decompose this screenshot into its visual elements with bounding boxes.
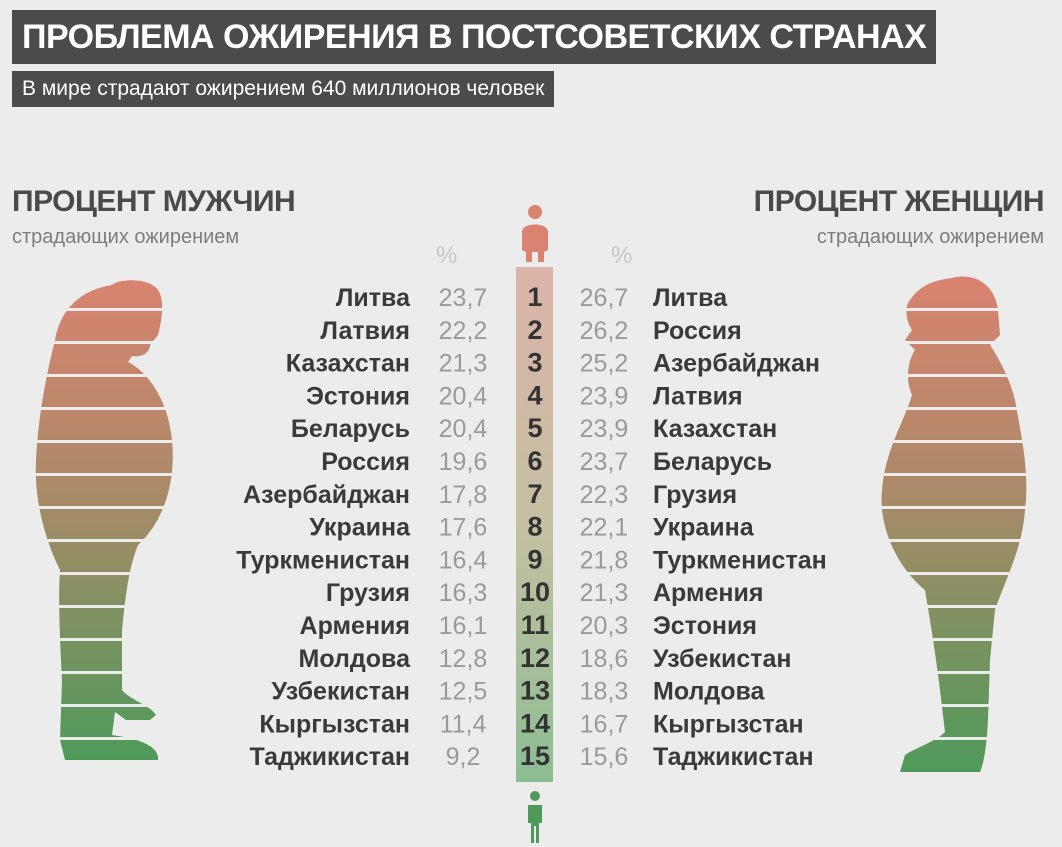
men-value-label: 12,5 [439,678,488,706]
women-country-label: Россия [653,317,742,345]
women-value-label: 26,2 [580,317,629,345]
women-value-label: 16,7 [580,710,629,738]
men-value-label: 16,3 [439,579,488,607]
women-heading: ПРОЦЕНТ ЖЕНЩИН [753,185,1045,218]
women-country-label: Литва [653,284,728,312]
men-country-label: Кыргызстан [259,710,410,738]
women-country-label: Армения [653,579,763,607]
men-country-label: Беларусь [291,415,410,443]
men-value-label: 9,2 [446,743,481,771]
rank-number: 2 [527,315,542,345]
rank-number: 4 [527,380,542,410]
obese-person-icon [522,205,548,262]
men-value-label: 17,6 [439,514,488,542]
women-value-label: 15,6 [580,743,629,771]
men-subheading: страдающих ожирением [12,226,240,248]
women-value-label: 23,7 [580,448,629,476]
men-heading: ПРОЦЕНТ МУЖЧИН [12,185,296,218]
women-value-label: 22,3 [580,481,629,509]
women-value-label: 18,3 [580,678,629,706]
women-country-label: Эстония [653,612,757,640]
rank-number: 8 [527,512,542,542]
women-value-label: 25,2 [580,350,629,378]
rank-number: 9 [527,544,542,574]
page-title: ПРОБЛЕМА ОЖИРЕНИЯ В ПОСТСОВЕТСКИХ СТРАНА… [12,10,937,64]
women-country-label: Латвия [653,382,743,410]
men-country-label: Казахстан [286,350,410,378]
women-value-label: 26,7 [580,284,629,312]
men-country-label: Латвия [320,317,410,345]
men-country-label: Молдова [299,645,412,673]
rank-number: 11 [521,610,550,640]
women-subheading: страдающих ожирением [816,226,1044,248]
men-country-label: Таджикистан [249,743,410,771]
men-country-label: Литва [336,284,411,312]
men-value-label: 23,7 [439,284,488,312]
women-country-label: Кыргызстан [653,710,804,738]
men-country-label: Армения [300,612,410,640]
woman-stripes [870,308,1040,740]
rank-number: 14 [520,708,550,738]
women-country-label: Таджикистан [653,743,814,771]
rank-number: 10 [520,577,550,607]
men-value-label: 16,4 [439,546,488,574]
women-value-label: 21,8 [580,546,629,574]
men-value-label: 12,8 [439,645,488,673]
men-country-label: Украина [309,514,411,542]
rank-number: 7 [527,479,542,509]
man-stripes [20,308,190,740]
men-country-label: Грузия [326,579,410,607]
women-value-label: 18,6 [580,645,629,673]
women-country-label: Туркменистан [653,546,827,574]
rank-number: 12 [520,643,550,673]
women-percent-sign: % [611,242,633,269]
slim-person-icon [528,791,542,843]
women-value-label: 22,1 [580,514,629,542]
page-subtitle: В мире страдают ожирением 640 миллионов … [12,71,555,107]
rank-number: 15 [520,741,550,771]
men-value-label: 20,4 [439,382,488,410]
rank-number: 13 [520,676,550,706]
men-value-label: 11,4 [440,710,487,738]
women-value-label: 23,9 [580,382,629,410]
rank-number: 3 [527,348,542,378]
women-country-label: Беларусь [653,448,772,476]
men-country-label: Туркменистан [236,546,410,574]
women-country-label: Грузия [653,481,737,509]
men-country-label: Узбекистан [272,678,411,706]
obese-woman-silhouette [870,276,1040,772]
women-country-label: Азербайджан [653,350,820,378]
men-value-label: 19,6 [439,448,488,476]
men-value-label: 17,8 [439,481,488,509]
ranking-rows: Литва 23,7 1 26,7 Литва Латвия 22,2 2 26,2 Россия… [236,282,826,771]
men-percent-sign: % [436,242,458,269]
men-value-label: 21,3 [439,350,488,378]
rank-number: 6 [527,446,542,476]
men-country-label: Россия [321,448,410,476]
rank-bar [516,267,553,782]
men-value-label: 20,4 [439,415,488,443]
men-country-label: Азербайджан [243,481,410,509]
rank-number: 1 [527,282,542,312]
women-value-label: 21,3 [580,579,629,607]
men-value-label: 22,2 [439,317,488,345]
women-country-label: Молдова [653,678,766,706]
women-value-label: 20,3 [580,612,629,640]
obese-man-silhouette [20,280,190,760]
women-country-label: Казахстан [653,415,777,443]
rank-number: 5 [527,413,542,443]
men-value-label: 16,1 [439,612,488,640]
women-country-label: Украина [653,514,755,542]
women-value-label: 23,9 [580,415,629,443]
women-country-label: Узбекистан [653,645,792,673]
men-country-label: Эстония [306,382,410,410]
